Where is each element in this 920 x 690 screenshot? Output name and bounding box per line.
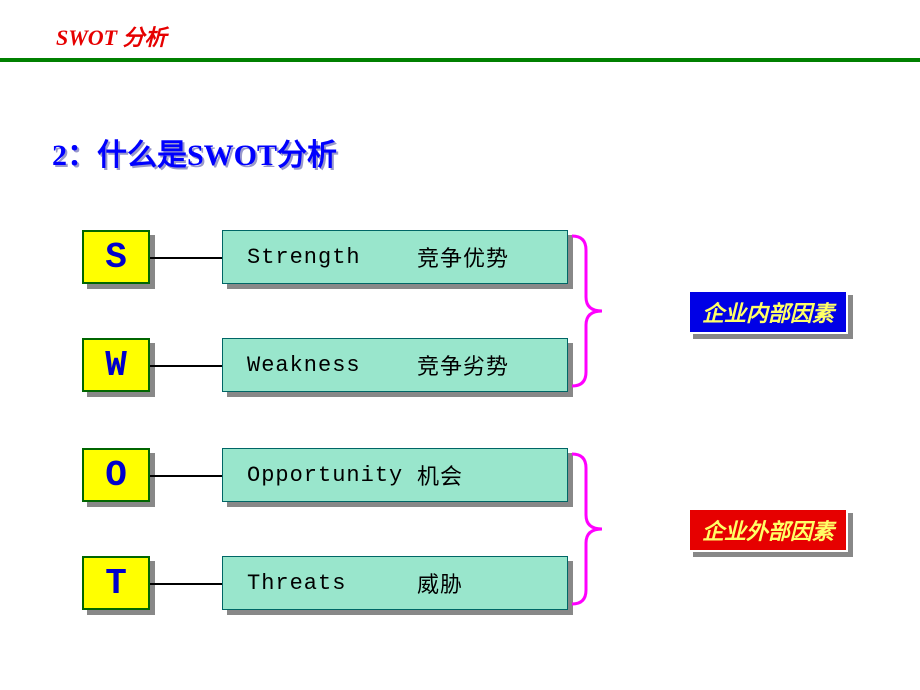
desc-en: Weakness xyxy=(247,353,417,378)
connector-line xyxy=(150,475,222,477)
swot-letter-s: S xyxy=(82,230,150,284)
brace-icon xyxy=(568,448,608,610)
swot-desc-s: Strength竞争优势 xyxy=(222,230,568,284)
desc-cn: 威胁 xyxy=(417,567,463,599)
desc-cn: 竞争优势 xyxy=(417,241,509,273)
brace-icon xyxy=(568,230,608,392)
connector-line xyxy=(150,365,222,367)
header-divider xyxy=(0,58,920,62)
desc-cn: 竞争劣势 xyxy=(417,349,509,381)
swot-letter-t: T xyxy=(82,556,150,610)
connector-line xyxy=(150,583,222,585)
swot-letter-w: W xyxy=(82,338,150,392)
category-internal: 企业内部因素 xyxy=(688,290,848,334)
desc-en: Opportunity xyxy=(247,463,417,488)
connector-line xyxy=(150,257,222,259)
page-header-title: SWOT 分析 xyxy=(56,20,167,52)
swot-desc-t: Threats威胁 xyxy=(222,556,568,610)
section-heading: 2：什么是SWOT分析 xyxy=(52,130,337,174)
swot-desc-o: Opportunity机会 xyxy=(222,448,568,502)
swot-letter-o: O xyxy=(82,448,150,502)
desc-en: Strength xyxy=(247,245,417,270)
desc-cn: 机会 xyxy=(417,459,463,491)
swot-desc-w: Weakness竞争劣势 xyxy=(222,338,568,392)
category-external: 企业外部因素 xyxy=(688,508,848,552)
desc-en: Threats xyxy=(247,571,417,596)
